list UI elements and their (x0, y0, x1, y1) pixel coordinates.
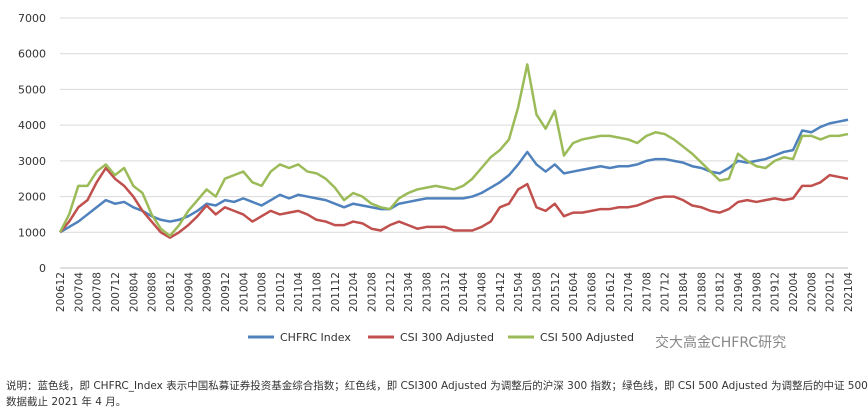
x-tick-label: 201512 (550, 272, 562, 312)
x-tick-label: 201612 (605, 272, 617, 312)
y-tick-label: 4000 (18, 119, 46, 132)
x-tick-label: 201012 (275, 272, 287, 312)
x-tick-label: 201312 (440, 272, 452, 312)
x-tick-label: 201208 (367, 272, 379, 312)
x-tick-label: 201812 (715, 272, 727, 312)
x-tick-label: 201004 (238, 272, 250, 312)
x-tick-label: 201604 (568, 272, 580, 312)
x-tick-label: 201108 (312, 272, 324, 312)
x-tick-label: 200712 (110, 272, 122, 312)
x-tick-label: 200812 (165, 272, 177, 312)
line (59, 166, 849, 239)
note: 数据截止 2021 年 4 月。 (6, 395, 126, 408)
x-tick-label: 200808 (147, 272, 159, 312)
x-tick-label: 200904 (183, 272, 195, 312)
x-tick-label: 200704 (73, 272, 85, 312)
x-tick-label: 201112 (330, 272, 342, 312)
legend-label: CHFRC Index (280, 331, 351, 344)
x-tick-label: 201308 (422, 272, 434, 312)
x-tick-label: 201608 (586, 272, 598, 312)
x-tick-label: 201804 (678, 272, 690, 312)
y-tick-label: 2000 (18, 191, 46, 204)
x-tick-label: 201104 (293, 272, 305, 312)
x-tick-label: 200708 (92, 272, 104, 312)
x-tick-label: 200612 (55, 272, 67, 312)
y-tick-label: 1000 (18, 226, 46, 239)
x-tick-label: 201404 (458, 272, 470, 312)
legend-label: CSI 300 Adjusted (400, 331, 494, 344)
x-tick-label: 202008 (806, 272, 818, 312)
line (58, 63, 849, 238)
x-tick-label: 201008 (257, 272, 269, 312)
x-tick-label: 202012 (825, 272, 837, 312)
x-tick-label: 202104 (843, 272, 855, 312)
x-tick-label: 201204 (348, 272, 360, 312)
x-tick-label: 200912 (220, 272, 232, 312)
x-tick-label: 201904 (733, 272, 745, 312)
x-tick-label: 201304 (403, 272, 415, 312)
x-tick-label: 200804 (128, 272, 140, 312)
line (59, 118, 849, 234)
x-tick-label: 201808 (696, 272, 708, 312)
x-tick-label: 201504 (513, 272, 525, 312)
y-tick-label: 3000 (18, 155, 46, 168)
watermark: 交大高金CHFRC研究 (655, 334, 786, 351)
x-tick-label: 201908 (751, 272, 763, 312)
x-tick-label: 201408 (476, 272, 488, 312)
x-tick-label: 201912 (770, 272, 782, 312)
y-tick-label: 6000 (18, 48, 46, 61)
y-tick-label: 7000 (18, 12, 46, 25)
y-tick-label: 0 (39, 262, 46, 275)
x-tick-label: 201704 (623, 272, 635, 312)
legend-label: CSI 500 Adjusted (540, 331, 634, 344)
y-tick-label: 5000 (18, 83, 46, 96)
x-tick-label: 201212 (385, 272, 397, 312)
x-tick-label: 201712 (660, 272, 672, 312)
x-tick-label: 201508 (531, 272, 543, 312)
x-tick-label: 202004 (788, 272, 800, 312)
x-tick-label: 201412 (495, 272, 507, 312)
x-tick-label: 201708 (641, 272, 653, 312)
note: 说明：蓝色线，即 CHFRC_Index 表示中国私募证券投资基金综合指数；红色… (6, 379, 868, 392)
x-tick-label: 200908 (202, 272, 214, 312)
